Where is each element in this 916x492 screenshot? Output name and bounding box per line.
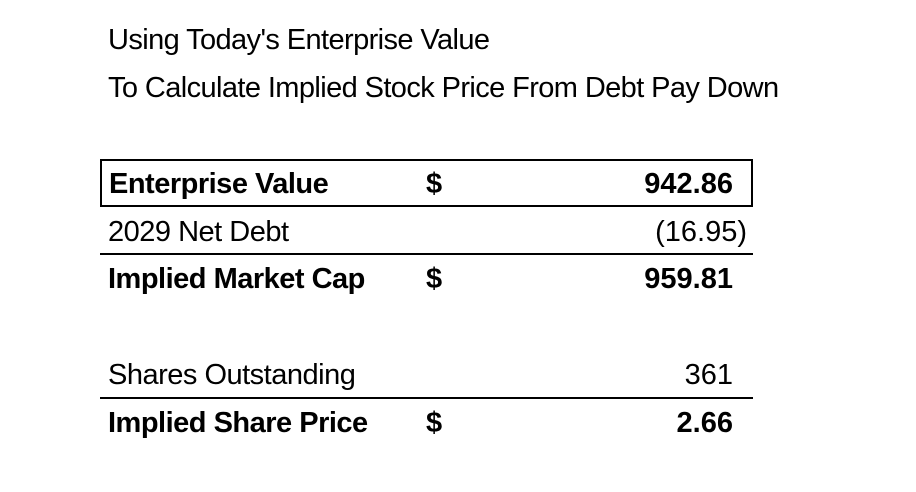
net-debt-amount: (16.95) (655, 216, 747, 248)
share-price-label: Implied Share Price (108, 407, 368, 439)
shares-outstanding-label: Shares Outstanding (108, 359, 356, 391)
shares-outstanding-amount: 361 (684, 359, 733, 391)
market-cap-row: Implied Market Cap $ 959.81 (100, 255, 753, 303)
title-line-2: To Calculate Implied Stock Price From De… (108, 72, 779, 104)
enterprise-value-label: Enterprise Value (109, 168, 329, 200)
market-cap-currency: $ (426, 263, 443, 295)
share-price-row: Implied Share Price $ 2.66 (100, 399, 753, 447)
market-cap-amount: 959.81 (644, 263, 733, 295)
total-divider (100, 397, 753, 399)
title-line-1: Using Today's Enterprise Value (108, 24, 490, 56)
share-price-amount: 2.66 (676, 407, 733, 439)
enterprise-value-row: Enterprise Value $ 942.86 (100, 159, 753, 207)
market-cap-label: Implied Market Cap (108, 263, 365, 295)
net-debt-row: 2029 Net Debt (16.95) (100, 208, 753, 256)
net-debt-label: 2029 Net Debt (108, 216, 289, 248)
share-price-currency: $ (426, 407, 443, 439)
enterprise-value-amount: 942.86 (644, 168, 733, 200)
shares-outstanding-row: Shares Outstanding 361 (100, 351, 753, 399)
subtotal-divider (100, 253, 753, 255)
enterprise-value-currency: $ (426, 168, 443, 200)
